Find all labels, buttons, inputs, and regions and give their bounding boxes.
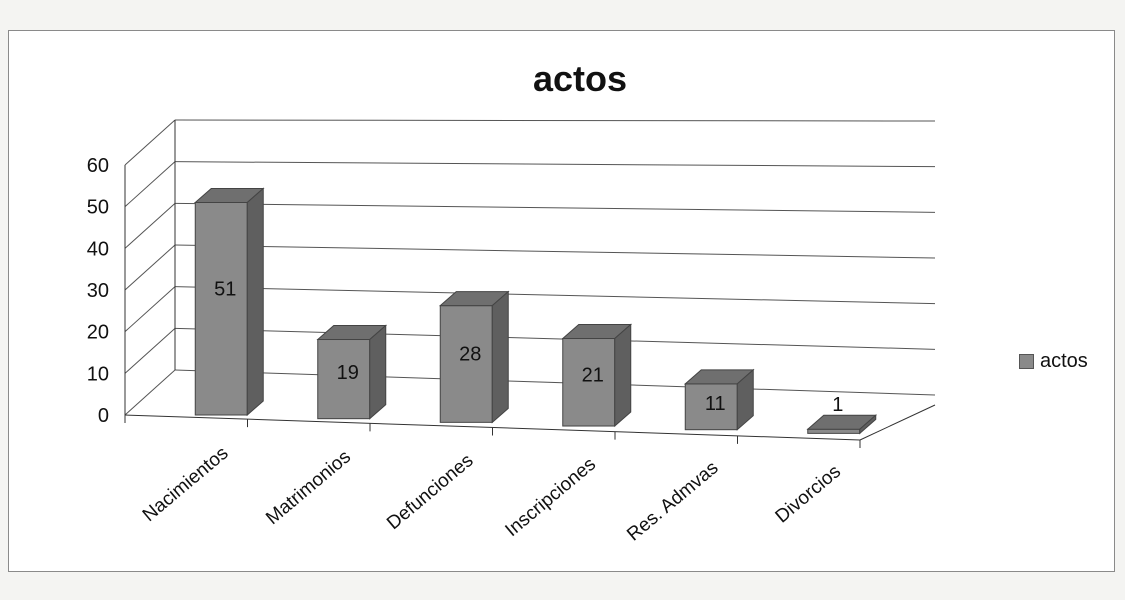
legend: actos bbox=[1019, 350, 1088, 373]
side-gridline bbox=[124, 369, 176, 416]
bar bbox=[684, 383, 738, 431]
floor-right-edge bbox=[859, 404, 936, 441]
side-gridline bbox=[124, 244, 176, 291]
bar bbox=[317, 339, 371, 420]
data-label: 19 bbox=[337, 362, 359, 384]
y-tick-label: 50 bbox=[87, 197, 109, 219]
y-tick-label: 60 bbox=[87, 155, 109, 177]
chart-title: actos bbox=[532, 58, 628, 99]
legend-swatch bbox=[1019, 354, 1034, 369]
y-tick-label: 40 bbox=[87, 238, 109, 260]
legend-label: actos bbox=[1040, 350, 1088, 372]
data-label: 1 bbox=[832, 394, 843, 416]
gridline bbox=[174, 369, 936, 396]
bar-side bbox=[491, 290, 509, 424]
gridline bbox=[174, 286, 936, 305]
bar-side bbox=[246, 187, 264, 417]
data-label: 51 bbox=[214, 279, 236, 301]
y-tick-label: 20 bbox=[87, 322, 109, 344]
y-tick-label: 0 bbox=[98, 405, 109, 427]
bar bbox=[439, 305, 493, 423]
side-gridline bbox=[124, 327, 176, 374]
category-label: Divorcios bbox=[772, 461, 845, 527]
side-gridline bbox=[124, 202, 176, 249]
gridline bbox=[174, 161, 936, 168]
y-tick-label: 30 bbox=[87, 280, 109, 302]
bar bbox=[194, 202, 248, 416]
bar-side bbox=[736, 368, 754, 431]
gridline bbox=[174, 119, 936, 122]
data-label: 21 bbox=[582, 365, 604, 387]
category-label: Nacimientos bbox=[139, 443, 233, 526]
gridline bbox=[174, 202, 936, 213]
side-gridline bbox=[124, 286, 176, 333]
category-label: Matrimonios bbox=[262, 446, 355, 529]
category-label: Inscripciones bbox=[502, 454, 600, 541]
gridline bbox=[174, 244, 936, 259]
side-gridline bbox=[124, 161, 176, 208]
bar bbox=[807, 428, 861, 434]
bar-side bbox=[859, 414, 877, 435]
data-label: 28 bbox=[459, 343, 481, 365]
category-label: Res. Admvas bbox=[623, 457, 722, 545]
bar-side bbox=[369, 324, 387, 420]
bar-side bbox=[614, 323, 632, 428]
gridline bbox=[174, 327, 936, 350]
data-label: 11 bbox=[705, 393, 726, 415]
y-tick-label: 10 bbox=[87, 363, 109, 385]
bar bbox=[562, 338, 616, 427]
side-gridline bbox=[124, 119, 176, 166]
category-label: Defunciones bbox=[383, 450, 477, 534]
